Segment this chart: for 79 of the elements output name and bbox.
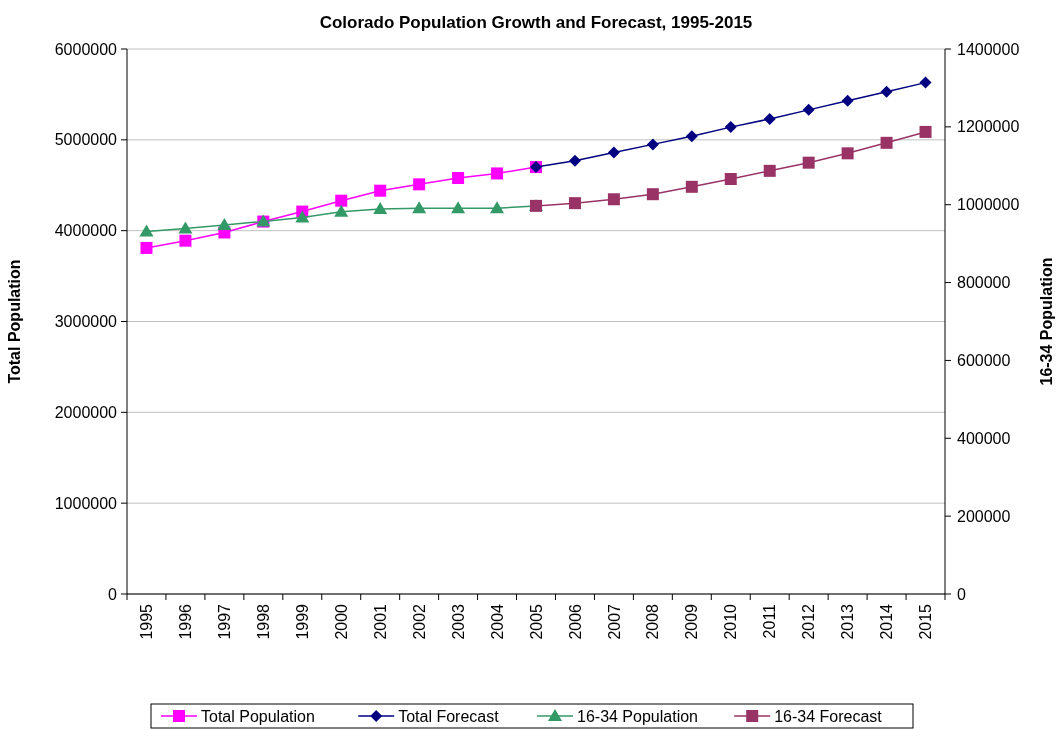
x-tick-label: 2013 bbox=[839, 603, 857, 640]
point bbox=[607, 193, 620, 206]
point bbox=[178, 221, 193, 234]
point bbox=[685, 130, 698, 143]
x-tick-label: 2007 bbox=[605, 603, 623, 640]
y-tick-label: 5000000 bbox=[54, 131, 118, 149]
y-tick-label: 6000000 bbox=[54, 40, 118, 58]
point bbox=[802, 103, 815, 116]
y2-tick-label: 1000000 bbox=[957, 196, 1020, 214]
point bbox=[139, 224, 154, 237]
x-tick-label: 2010 bbox=[722, 603, 740, 640]
legend-label: Total Forecast bbox=[398, 707, 500, 725]
chart-title: Colorado Population Growth and Forecast, 1995-2015 bbox=[319, 13, 753, 32]
y2-tick-label: 0 bbox=[957, 585, 966, 603]
point bbox=[140, 241, 153, 254]
point bbox=[568, 154, 581, 167]
y-tick-label: 1000000 bbox=[54, 494, 118, 512]
y2-axis-title: 16-34 Population bbox=[1038, 257, 1055, 386]
point bbox=[295, 210, 310, 223]
point bbox=[763, 164, 776, 177]
x-tick-label: 2009 bbox=[683, 603, 701, 640]
x-tick-label: 2001 bbox=[371, 603, 389, 640]
x-tick-label: 1997 bbox=[215, 603, 233, 640]
x-tick-label: 2011 bbox=[761, 603, 779, 639]
point bbox=[334, 204, 349, 217]
point bbox=[724, 173, 737, 186]
x-tick-label: 1998 bbox=[254, 603, 272, 640]
y2-tick-label: 1200000 bbox=[957, 118, 1020, 136]
legend-label: Total Population bbox=[201, 707, 315, 725]
x-tick-label: 2002 bbox=[410, 603, 428, 640]
y2-tick-label: 600000 bbox=[957, 352, 1011, 370]
point bbox=[880, 85, 893, 98]
x-tick-label: 2008 bbox=[644, 603, 662, 640]
x-tick-label: 2004 bbox=[488, 603, 506, 640]
point bbox=[607, 146, 620, 159]
point bbox=[179, 234, 192, 247]
point bbox=[919, 125, 932, 138]
point bbox=[374, 184, 387, 197]
point bbox=[373, 202, 388, 214]
y2-tick-label: 800000 bbox=[957, 274, 1011, 292]
point bbox=[335, 194, 348, 207]
y-tick-label: 2000000 bbox=[54, 403, 118, 421]
y-axis-title: Total Population bbox=[6, 259, 23, 384]
point bbox=[490, 201, 505, 214]
point bbox=[919, 76, 932, 89]
x-tick-label: 2012 bbox=[800, 603, 818, 640]
y-tick-label: 3000000 bbox=[54, 313, 118, 331]
legend-label: 16-34 Population bbox=[577, 707, 698, 725]
y2-tick-label: 1400000 bbox=[957, 40, 1020, 58]
point bbox=[685, 180, 698, 193]
x-tick-label: 2014 bbox=[878, 603, 896, 640]
x-tick-label: 2015 bbox=[917, 603, 935, 640]
x-tick-label: 2005 bbox=[527, 603, 545, 640]
x-tick-label: 1996 bbox=[177, 603, 195, 640]
point bbox=[646, 138, 659, 151]
point bbox=[452, 171, 465, 184]
point bbox=[802, 156, 815, 169]
point bbox=[763, 112, 776, 125]
x-tick-label: 2006 bbox=[566, 603, 584, 640]
x-tick-label: 2003 bbox=[449, 603, 467, 640]
x-tick-label: 1995 bbox=[138, 603, 156, 640]
point bbox=[568, 197, 581, 210]
point bbox=[880, 136, 893, 149]
point bbox=[491, 167, 504, 180]
point bbox=[413, 178, 426, 191]
point bbox=[724, 121, 737, 134]
y-tick-label: 0 bbox=[108, 585, 118, 603]
y2-tick-label: 200000 bbox=[957, 507, 1011, 525]
point bbox=[451, 201, 466, 214]
point bbox=[841, 94, 854, 107]
point bbox=[412, 201, 427, 214]
legend-label: 16-34 Forecast bbox=[774, 707, 883, 725]
y-tick-label: 4000000 bbox=[54, 222, 118, 240]
y2-tick-label: 400000 bbox=[957, 429, 1011, 447]
x-tick-label: 1999 bbox=[293, 603, 311, 640]
point bbox=[841, 147, 854, 160]
point bbox=[646, 188, 659, 201]
x-tick-label: 2000 bbox=[332, 603, 350, 640]
point bbox=[217, 217, 232, 230]
